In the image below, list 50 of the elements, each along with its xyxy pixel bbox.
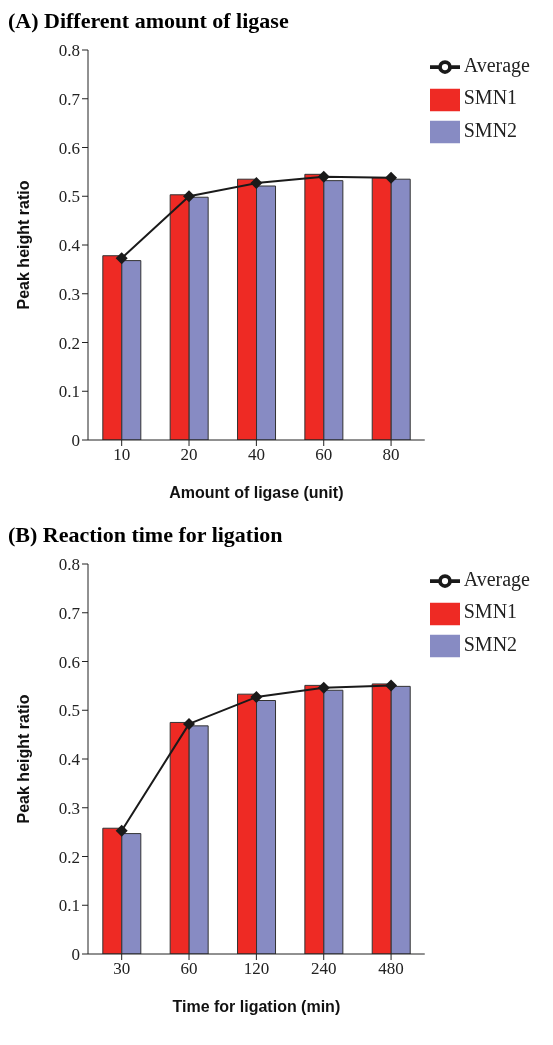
y-tick-label: 0.6 [58, 138, 80, 158]
y-tick-label: 0.2 [58, 333, 80, 353]
legend-label: SMN2 [463, 118, 518, 141]
legend-label: SMN1 [463, 600, 518, 623]
x-tick-label: 60 [315, 445, 333, 465]
point [317, 681, 330, 694]
y-tick-label: 0.8 [58, 41, 80, 61]
y-tick-label: 0.6 [58, 652, 80, 672]
x-tick-label: 10 [113, 445, 131, 465]
point [250, 177, 263, 190]
y-tick-label: 0.1 [58, 382, 80, 402]
y-tick-label: 0.5 [58, 187, 80, 207]
x-tick-label: 80 [382, 445, 400, 465]
point [250, 691, 263, 704]
point [385, 679, 398, 692]
y-tick-label: 0.2 [58, 847, 80, 867]
point [385, 171, 398, 184]
y-tick-label: 0.8 [58, 555, 80, 575]
y-tick-label: 0.5 [58, 701, 80, 721]
chart-title: (A) Different amount of ligase [8, 8, 290, 34]
legend-label: SMN1 [463, 86, 518, 109]
x-tick-label: 30 [113, 959, 131, 979]
y-tick-label: 0.1 [58, 896, 80, 916]
y-tick-label: 0.7 [58, 603, 81, 623]
y-tick-label: 0.4 [58, 750, 81, 770]
point [115, 252, 128, 265]
y-tick-label: 0.4 [58, 236, 81, 256]
legend-label: Average [463, 568, 530, 590]
x-tick-label: 240 [310, 959, 337, 979]
x-tick-label: 20 [180, 445, 198, 465]
y-tick-label: 0 [71, 945, 80, 965]
x-axis-title: Time for ligation (min) [172, 998, 341, 1015]
y-axis-title: Peak height ratio [14, 694, 32, 824]
y-axis-title: Peak height ratio [14, 180, 32, 310]
y-tick-label: 0.3 [58, 798, 80, 818]
x-tick-label: 40 [247, 445, 265, 465]
y-tick-label: 0.7 [58, 89, 81, 109]
y-tick-label: 0 [71, 431, 80, 451]
point [317, 170, 330, 183]
x-axis-title: Amount of ligase (unit) [169, 484, 344, 501]
legend-label: Average [463, 54, 530, 76]
x-tick-label: 60 [180, 959, 198, 979]
legend-label: SMN2 [463, 632, 518, 655]
x-tick-label: 480 [378, 959, 404, 979]
chart-title: (B) Reaction time for ligation [8, 522, 284, 548]
x-tick-label: 120 [243, 959, 270, 979]
point [115, 824, 128, 837]
point [183, 190, 196, 203]
point [183, 717, 196, 730]
y-tick-label: 0.3 [58, 284, 80, 304]
